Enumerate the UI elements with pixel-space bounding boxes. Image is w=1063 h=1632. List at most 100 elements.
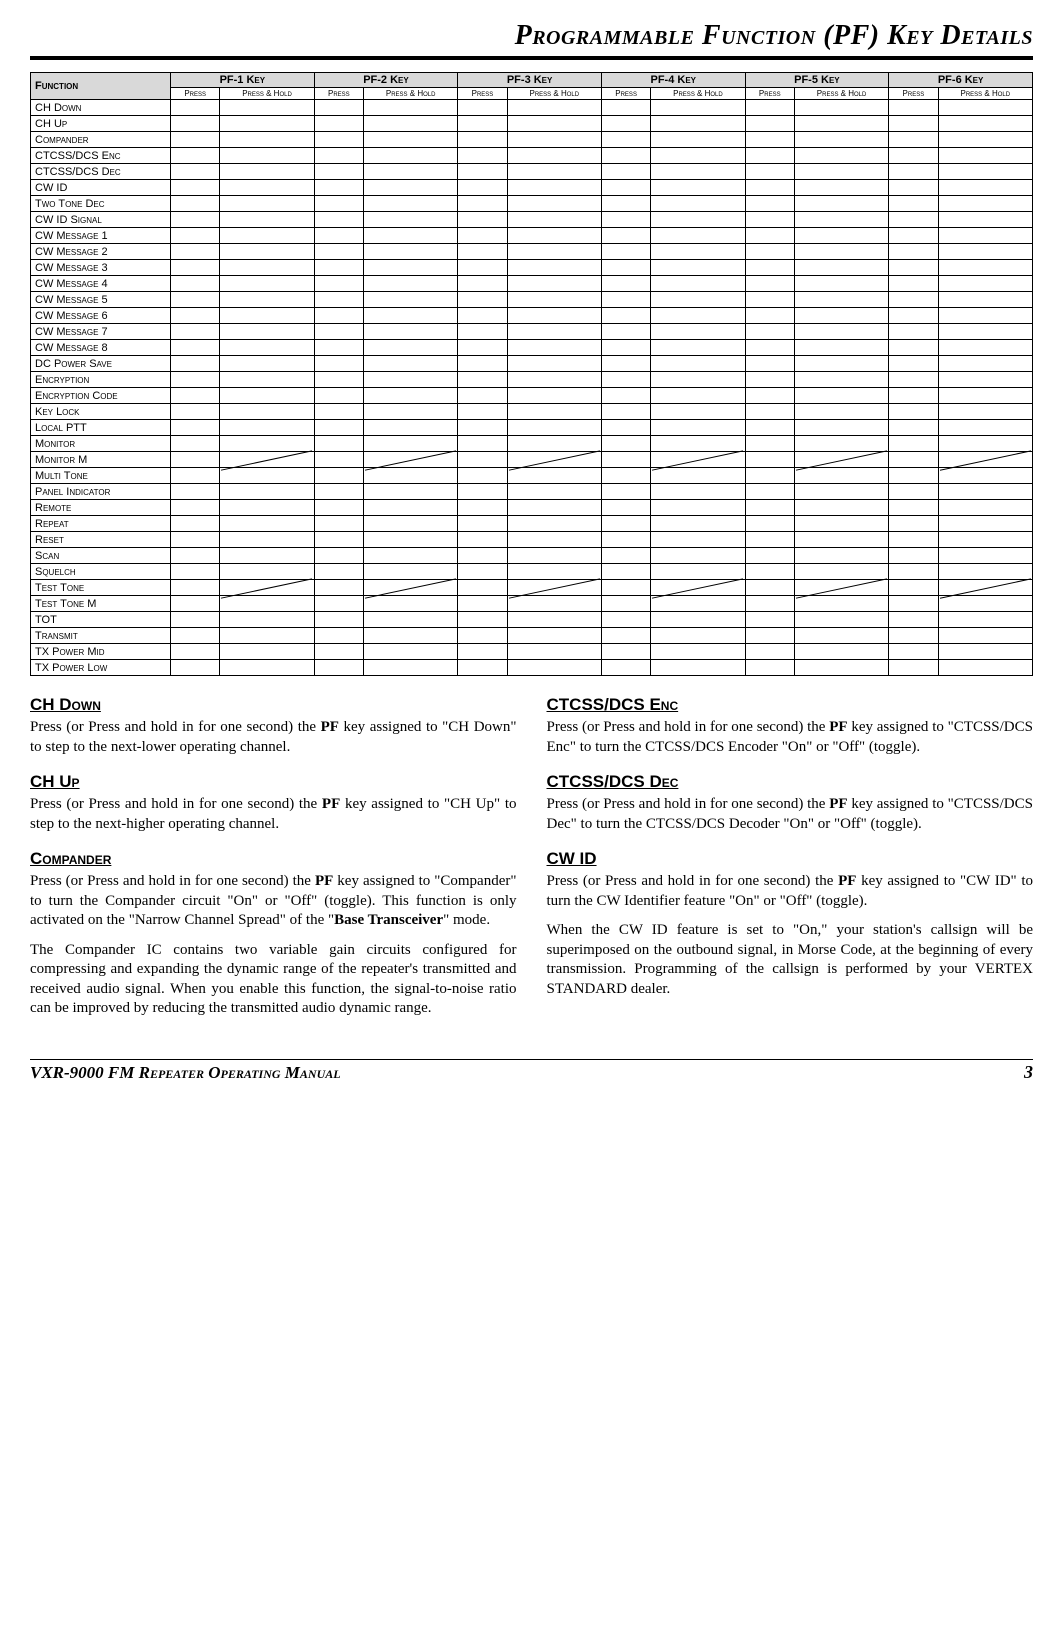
function-label: CW Message 6 xyxy=(31,308,171,324)
press-cell xyxy=(601,356,650,372)
press-hold-cell xyxy=(794,164,888,180)
description-heading: CTCSS/DCS Enc xyxy=(547,694,1034,716)
press-cell xyxy=(171,436,220,452)
press-hold-cell xyxy=(938,228,1032,244)
press-hold-cell xyxy=(651,340,745,356)
press-hold-cell xyxy=(364,596,458,612)
header-pf-key: PF-2 Key xyxy=(314,73,458,88)
press-hold-cell xyxy=(507,516,601,532)
press-hold-cell xyxy=(220,468,314,484)
press-cell xyxy=(889,260,938,276)
press-cell xyxy=(601,452,650,468)
press-hold-cell xyxy=(651,228,745,244)
press-hold-cell xyxy=(364,356,458,372)
press-cell xyxy=(458,548,507,564)
press-hold-cell xyxy=(938,564,1032,580)
press-hold-cell xyxy=(364,308,458,324)
function-label: Panel Indicator xyxy=(31,484,171,500)
press-hold-cell xyxy=(651,500,745,516)
press-cell xyxy=(745,564,794,580)
press-hold-cell xyxy=(651,644,745,660)
press-cell xyxy=(889,388,938,404)
press-hold-cell xyxy=(794,516,888,532)
press-hold-cell xyxy=(651,100,745,116)
press-hold-cell xyxy=(651,244,745,260)
press-hold-cell xyxy=(794,484,888,500)
table-row: CH Up xyxy=(31,116,1033,132)
press-hold-cell xyxy=(364,212,458,228)
press-hold-cell xyxy=(938,548,1032,564)
press-hold-cell xyxy=(938,276,1032,292)
press-cell xyxy=(601,388,650,404)
subheader-press-hold: Press & Hold xyxy=(507,88,601,100)
press-cell xyxy=(314,308,363,324)
subheader-press-hold: Press & Hold xyxy=(794,88,888,100)
press-cell xyxy=(745,484,794,500)
subheader-press: Press xyxy=(889,88,938,100)
press-hold-cell xyxy=(507,356,601,372)
press-hold-cell xyxy=(651,420,745,436)
press-cell xyxy=(314,548,363,564)
table-row: CW Message 6 xyxy=(31,308,1033,324)
press-cell xyxy=(171,564,220,580)
description-paragraph: Press (or Press and hold in for one seco… xyxy=(547,872,1034,911)
press-cell xyxy=(745,548,794,564)
press-hold-cell xyxy=(794,308,888,324)
press-cell xyxy=(889,244,938,260)
press-cell xyxy=(458,564,507,580)
press-cell xyxy=(458,644,507,660)
press-hold-cell xyxy=(220,628,314,644)
press-hold-cell xyxy=(794,612,888,628)
press-cell xyxy=(458,420,507,436)
press-cell xyxy=(458,356,507,372)
press-hold-cell xyxy=(364,404,458,420)
function-label: Monitor M xyxy=(31,452,171,468)
function-label: Local PTT xyxy=(31,420,171,436)
press-cell xyxy=(171,148,220,164)
table-row: CTCSS/DCS Dec xyxy=(31,164,1033,180)
description-heading: CH Down xyxy=(30,694,517,716)
press-cell xyxy=(601,564,650,580)
press-hold-cell xyxy=(507,212,601,228)
description-heading: Compander xyxy=(30,848,517,870)
press-cell xyxy=(745,452,794,468)
press-cell xyxy=(171,628,220,644)
function-label: CW Message 1 xyxy=(31,228,171,244)
press-hold-cell xyxy=(220,212,314,228)
function-label: Squelch xyxy=(31,564,171,580)
press-hold-cell xyxy=(938,420,1032,436)
press-cell xyxy=(458,388,507,404)
press-hold-cell xyxy=(364,260,458,276)
press-hold-cell xyxy=(794,100,888,116)
press-hold-cell xyxy=(794,548,888,564)
press-hold-cell xyxy=(938,132,1032,148)
press-cell xyxy=(601,404,650,420)
press-cell xyxy=(601,516,650,532)
press-hold-cell xyxy=(794,388,888,404)
press-hold-cell xyxy=(220,180,314,196)
table-row: Repeat xyxy=(31,516,1033,532)
table-row: DC Power Save xyxy=(31,356,1033,372)
press-hold-cell xyxy=(364,468,458,484)
left-column: CH DownPress (or Press and hold in for o… xyxy=(30,694,517,1029)
press-hold-cell xyxy=(651,628,745,644)
description-paragraph: Press (or Press and hold in for one seco… xyxy=(547,795,1034,834)
press-hold-cell xyxy=(507,420,601,436)
press-hold-cell xyxy=(507,340,601,356)
table-row: Key Lock xyxy=(31,404,1033,420)
press-hold-cell xyxy=(364,500,458,516)
press-cell xyxy=(889,660,938,676)
press-hold-cell xyxy=(794,628,888,644)
header-pf-key: PF-4 Key xyxy=(601,73,745,88)
press-cell xyxy=(314,116,363,132)
press-cell xyxy=(314,164,363,180)
press-hold-cell xyxy=(364,164,458,180)
press-hold-cell xyxy=(507,244,601,260)
press-hold-cell xyxy=(794,580,888,596)
press-cell xyxy=(889,100,938,116)
press-hold-cell xyxy=(220,388,314,404)
press-hold-cell xyxy=(938,484,1032,500)
press-cell xyxy=(889,532,938,548)
press-cell xyxy=(458,532,507,548)
press-hold-cell xyxy=(938,468,1032,484)
